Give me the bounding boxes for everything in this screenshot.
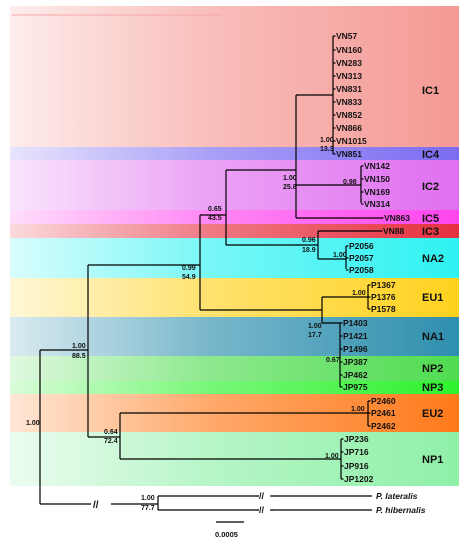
- clade-label-na2: NA2: [422, 253, 444, 265]
- break-mark: //: [259, 491, 265, 501]
- band-fade: [10, 6, 459, 486]
- clade-labels: IC1 IC4 IC2 IC5 IC3 NA2 EU1 NA1 NP2 NP3 …: [422, 85, 444, 466]
- scale-bar-label: 0.0005: [215, 530, 238, 539]
- support-pp: 0.99: [182, 265, 196, 272]
- clade-label-ic5: IC5: [422, 213, 439, 225]
- support-pp: 1.00: [320, 137, 334, 144]
- tip-label: JP462: [343, 370, 368, 380]
- tip-label: P2461: [371, 408, 396, 418]
- clade-label-ic2: IC2: [422, 181, 439, 193]
- tip-label: VN833: [336, 97, 362, 107]
- tip-label: VN831: [336, 84, 362, 94]
- tip-ticks: [333, 35, 384, 480]
- tip-label: VN88: [383, 226, 405, 236]
- support-pp: 1.00: [308, 323, 322, 330]
- tip-labels: VN57 VN160 VN283 VN313 VN831 VN833 VN852…: [336, 31, 426, 515]
- tip-label: P1496: [343, 344, 368, 354]
- tip-label: VN851: [336, 149, 362, 159]
- break-mark: //: [259, 505, 265, 515]
- tip-label: JP975: [343, 382, 368, 392]
- clade-label-ic4: IC4: [422, 149, 440, 161]
- tip-label: VN142: [364, 161, 390, 171]
- support-pp: 0.98: [343, 179, 357, 186]
- tip-label-outgroup: P. hibernalis: [376, 505, 426, 515]
- tip-label: P2056: [349, 241, 374, 251]
- tip-label: VN313: [336, 71, 362, 81]
- tip-label: P2462: [371, 421, 396, 431]
- support-pp: 1.00: [72, 343, 86, 350]
- support-bs: 88.5: [72, 353, 86, 360]
- support-pp: 1.00: [333, 252, 347, 259]
- tip-label: P1376: [371, 292, 396, 302]
- clade-label-na1: NA1: [422, 331, 444, 343]
- clade-bands: [10, 6, 459, 486]
- clade-label-ic3: IC3: [422, 226, 439, 238]
- tip-label: VN150: [364, 174, 390, 184]
- tip-label: VN852: [336, 110, 362, 120]
- support-pp: 1.00: [26, 420, 40, 427]
- support-pp: 1.00: [351, 406, 365, 413]
- tip-label: P1367: [371, 280, 396, 290]
- tip-label: VN863: [384, 213, 410, 223]
- clade-label-ic1: IC1: [422, 85, 439, 97]
- support-bs: 77.7: [141, 505, 155, 512]
- support-pp: 0.96: [302, 237, 316, 244]
- tip-label-outgroup: P. lateralis: [376, 491, 418, 501]
- tip-label: P2057: [349, 253, 374, 263]
- tip-label: VN866: [336, 123, 362, 133]
- tip-label: VN283: [336, 58, 362, 68]
- clade-label-eu2: EU2: [422, 408, 443, 420]
- tip-label: VN169: [364, 187, 390, 197]
- support-bs: 17.7: [308, 332, 322, 339]
- support-bs: 72.4: [104, 438, 118, 445]
- clade-label-np3: NP3: [422, 382, 443, 394]
- support-pp: 1.00: [325, 453, 339, 460]
- support-bs: 18.9: [302, 247, 316, 254]
- support-pp: 1.00: [141, 495, 155, 502]
- tip-label: P2460: [371, 396, 396, 406]
- tip-label: VN160: [336, 45, 362, 55]
- branch-breaks: // // //: [91, 490, 273, 515]
- support-bs: 43.5: [208, 215, 222, 222]
- tip-label: P1578: [371, 304, 396, 314]
- clade-label-np1: NP1: [422, 454, 443, 466]
- tip-label: JP716: [344, 447, 369, 457]
- support-pp: 0.64: [104, 429, 118, 436]
- tip-label: JP1202: [344, 474, 374, 484]
- clade-label-np2: NP2: [422, 363, 443, 375]
- support-values: 1.00 13.3 0.98 1.00 25.8 0.65 43.5 1.00 …: [26, 137, 366, 512]
- tip-label: JP236: [344, 434, 369, 444]
- tip-label: VN57: [336, 31, 358, 41]
- tip-label: JP916: [344, 461, 369, 471]
- support-bs: 25.8: [283, 184, 297, 191]
- support-pp: 0.67: [326, 357, 340, 364]
- break-mark: //: [93, 500, 99, 511]
- support-bs: 54.9: [182, 274, 196, 281]
- tip-label: VN1015: [336, 136, 367, 146]
- support-pp: 1.00: [352, 290, 366, 297]
- tip-label: JP387: [343, 357, 368, 367]
- tip-label: VN314: [364, 199, 390, 209]
- tip-label: P1403: [343, 318, 368, 328]
- support-pp: 1.00: [283, 175, 297, 182]
- clade-label-eu1: EU1: [422, 292, 443, 304]
- tip-label: P1421: [343, 331, 368, 341]
- support-bs: 13.3: [320, 146, 334, 153]
- support-pp: 0.65: [208, 206, 222, 213]
- tip-label: P2058: [349, 265, 374, 275]
